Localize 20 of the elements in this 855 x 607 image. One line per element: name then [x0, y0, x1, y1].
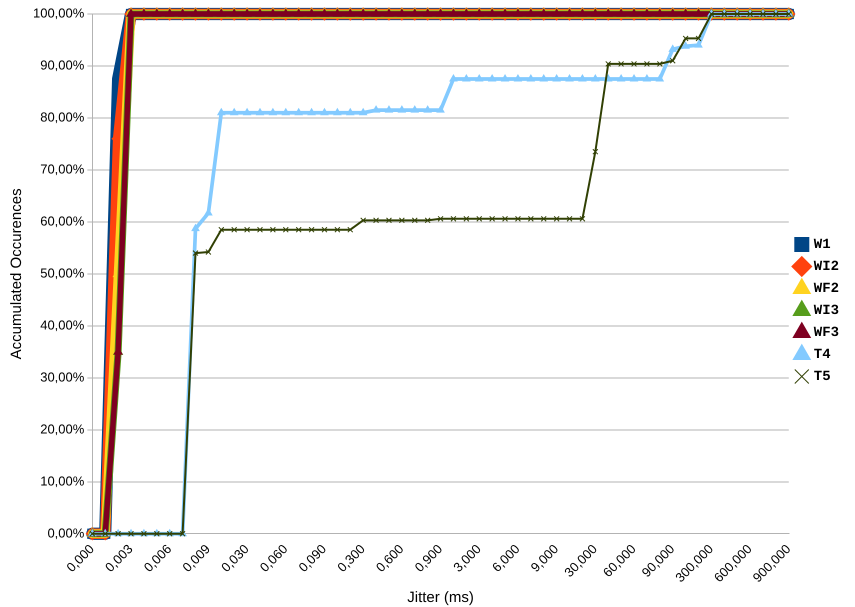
legend-label: WI3: [814, 303, 840, 320]
x-axis-title: Jitter (ms): [407, 589, 474, 606]
y-tick-label: 30,00%: [40, 369, 85, 384]
y-tick-label: 80,00%: [40, 110, 85, 125]
y-tick-label: 60,00%: [40, 213, 85, 228]
y-tick-label: 50,00%: [40, 265, 85, 280]
y-tick-label: 20,00%: [40, 421, 85, 436]
y-tick-label: 100,00%: [32, 6, 85, 21]
y-tick-label: 10,00%: [40, 473, 85, 488]
legend-label: WI2: [814, 259, 840, 276]
legend-label: W1: [814, 237, 831, 254]
legend-label: WF2: [814, 281, 840, 298]
legend-label: WF3: [814, 325, 840, 342]
y-tick-label: 90,00%: [40, 58, 85, 73]
y-axis-title: Accumulated Occurences: [8, 188, 26, 360]
y-tick-label: 0,00%: [47, 525, 85, 540]
y-tick-label: 70,00%: [40, 162, 85, 176]
legend-label: T4: [814, 347, 831, 364]
legend-label: T5: [814, 369, 831, 386]
y-tick-label: 40,00%: [40, 317, 85, 332]
